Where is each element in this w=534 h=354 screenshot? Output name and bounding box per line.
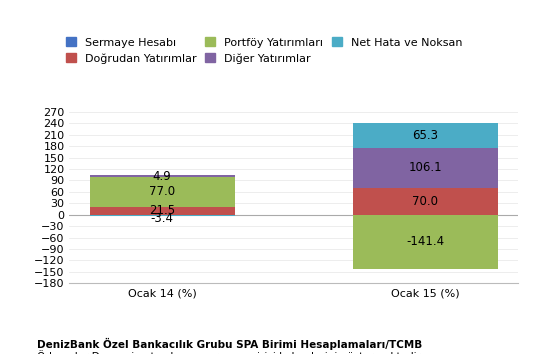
Bar	[353, 123, 498, 148]
Bar	[353, 188, 498, 215]
Text: 77.0: 77.0	[149, 185, 175, 198]
Text: 65.3: 65.3	[412, 129, 438, 142]
Text: -141.4: -141.4	[406, 235, 444, 248]
Text: 70.0: 70.0	[412, 195, 438, 208]
Bar	[90, 206, 234, 215]
Text: -3.4: -3.4	[151, 212, 174, 225]
Text: Ödemeler Dengesi net yabancı sermaye girişi kalemlerini göstermektedir.: Ödemeler Dengesi net yabancı sermaye gir…	[37, 350, 424, 354]
Text: 21.5: 21.5	[149, 204, 175, 217]
Bar	[90, 177, 234, 206]
Text: 106.1: 106.1	[409, 161, 442, 175]
Text: 4.9: 4.9	[153, 170, 171, 183]
Bar	[353, 215, 498, 268]
Legend: Sermaye Hesabı, Doğrudan Yatırımlar, Portföy Yatırımları, Diğer Yatırımlar, Net : Sermaye Hesabı, Doğrudan Yatırımlar, Por…	[66, 38, 462, 64]
Bar	[90, 175, 234, 177]
Bar	[90, 215, 234, 216]
Bar	[353, 148, 498, 188]
Text: DenizBank Özel Bankacılık Grubu SPA Birimi Hesaplamaları/TCMB: DenizBank Özel Bankacılık Grubu SPA Biri…	[37, 338, 422, 350]
